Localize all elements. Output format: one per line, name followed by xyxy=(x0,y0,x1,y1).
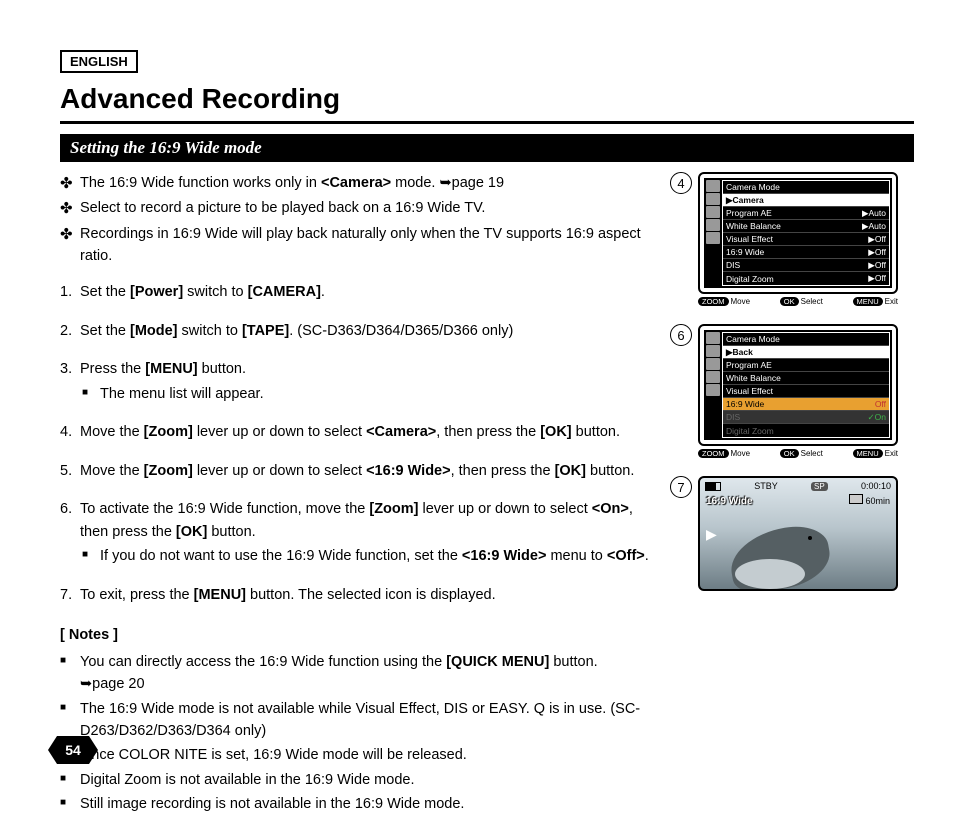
remaining-time: 60min xyxy=(865,496,890,506)
bullet-text: Recordings in 16:9 Wide will play back n… xyxy=(80,223,650,268)
menu-item[interactable]: 16:9 Wide▶Off xyxy=(723,246,889,259)
step-text: To activate the 16:9 Wide function, move… xyxy=(80,498,650,543)
sub-bullet-text: If you do not want to use the 16:9 Wide … xyxy=(100,545,649,567)
screen-panel-4: 4 Camera Mode xyxy=(670,172,910,306)
step-text: Move the [Zoom] lever up or down to sele… xyxy=(80,460,650,482)
intro-bullets: ✤ The 16:9 Wide function works only in <… xyxy=(60,172,650,267)
sp-badge: SP xyxy=(811,482,828,491)
menu-item[interactable]: Program AE▶Auto xyxy=(723,207,889,220)
menu-item[interactable]: Program AE xyxy=(723,359,889,372)
settings-icon xyxy=(706,384,720,396)
note-bullet-symbol: ■ xyxy=(60,698,80,743)
preview-screen-illustration: STBY SP 0:00:10 60min 16:9 Wide ▶ xyxy=(698,476,898,591)
circle-number-icon: 4 xyxy=(670,172,692,194)
screen-illustrations-column: 4 Camera Mode xyxy=(670,172,910,818)
step-text: Move the [Zoom] lever up or down to sele… xyxy=(80,421,650,443)
stby-label: STBY xyxy=(754,481,778,491)
step-number: 7. xyxy=(60,584,80,606)
time-counter: 0:00:10 xyxy=(861,481,891,491)
camera-icon xyxy=(706,332,720,344)
screen-panel-7: 7 STBY SP 0:00:10 60min 16:9 Wide ▶ xyxy=(670,476,910,591)
ok-pill: OK xyxy=(780,297,799,306)
note-text: Once COLOR NITE is set, 16:9 Wide mode w… xyxy=(80,744,650,766)
dolphin-image xyxy=(720,514,840,589)
notes-header: [ Notes ] xyxy=(60,624,650,646)
memory-icon xyxy=(706,206,720,218)
av-icon xyxy=(706,371,720,383)
notes-list: ■You can directly access the 16:9 Wide f… xyxy=(60,651,650,816)
step-text: Press the [MENU] button. xyxy=(80,358,650,380)
circle-number-icon: 7 xyxy=(670,476,692,498)
bullet-text: Select to record a picture to be played … xyxy=(80,197,650,220)
menu-list: Camera Mode ▶Camera Program AE▶Auto Whit… xyxy=(722,180,890,286)
battery-icon xyxy=(705,482,721,491)
menu-back[interactable]: ▶Back xyxy=(723,346,889,359)
body-text-column: ✤ The 16:9 Wide function works only in <… xyxy=(60,172,650,818)
memory-icon xyxy=(706,358,720,370)
step-number: 4. xyxy=(60,421,80,443)
note-text: The 16:9 Wide mode is not available whil… xyxy=(80,698,650,743)
bullet-symbol: ✤ xyxy=(60,197,80,220)
circle-number-icon: 6 xyxy=(670,324,692,346)
camera-icon xyxy=(706,180,720,192)
lcd-screen-illustration: Camera Mode ▶Camera Program AE▶Auto Whit… xyxy=(698,172,898,294)
step-number: 5. xyxy=(60,460,80,482)
step-text: Set the [Power] switch to [CAMERA]. xyxy=(80,281,650,303)
menu-title: Camera Mode xyxy=(723,181,889,194)
page-title: Advanced Recording xyxy=(60,79,914,124)
note-bullet-symbol: ■ xyxy=(60,793,80,815)
menu-item-selected[interactable]: 16:9 WideOff xyxy=(723,398,889,411)
note-text: Digital Zoom is not available in the 16:… xyxy=(80,769,650,791)
screen-footer-hints: ZOOM Move OK Select MENU Exit xyxy=(698,297,898,306)
menu-item[interactable]: Digital Zoom▶Off xyxy=(723,272,889,285)
zoom-pill: ZOOM xyxy=(698,297,729,306)
tape-icon xyxy=(706,193,720,205)
page-number-badge: 54 xyxy=(48,736,98,764)
language-badge: ENGLISH xyxy=(60,50,138,73)
step-number: 1. xyxy=(60,281,80,303)
bullet-symbol: ✤ xyxy=(60,172,80,195)
menu-item[interactable]: Visual Effect xyxy=(723,385,889,398)
menu-item[interactable]: Visual Effect▶Off xyxy=(723,233,889,246)
menu-item[interactable]: DIS✓On xyxy=(723,411,889,424)
steps-list: 1.Set the [Power] switch to [CAMERA]. 2.… xyxy=(60,281,650,606)
menu-item[interactable]: White Balance xyxy=(723,372,889,385)
bullet-symbol: ✤ xyxy=(60,223,80,268)
zoom-pill: ZOOM xyxy=(698,449,729,458)
menu-pill: MENU xyxy=(853,297,883,306)
av-icon xyxy=(706,219,720,231)
menu-category[interactable]: ▶Camera xyxy=(723,194,889,207)
menu-list: Camera Mode ▶Back Program AE White Balan… xyxy=(722,332,890,438)
menu-pill: MENU xyxy=(853,449,883,458)
settings-icon xyxy=(706,232,720,244)
tape-icon xyxy=(849,494,863,504)
bullet-text: The 16:9 Wide function works only in <Ca… xyxy=(80,172,650,195)
play-indicator-icon: ▶ xyxy=(706,526,717,543)
screen-panel-6: 6 xyxy=(670,324,910,458)
step-number: 2. xyxy=(60,320,80,342)
wide-mode-indicator: 16:9 Wide xyxy=(706,496,753,507)
menu-title: Camera Mode xyxy=(723,333,889,346)
menu-item: Digital Zoom xyxy=(723,424,889,437)
step-number: 6. xyxy=(60,498,80,543)
step-number: 3. xyxy=(60,358,80,380)
tape-icon xyxy=(706,345,720,357)
note-bullet-symbol: ■ xyxy=(60,769,80,791)
section-header: Setting the 16:9 Wide mode xyxy=(60,134,914,162)
note-bullet-symbol: ■ xyxy=(60,651,80,696)
screen-footer-hints: ZOOM Move OK Select MENU Exit xyxy=(698,449,898,458)
sub-bullet-text: The menu list will appear. xyxy=(100,383,264,405)
menu-item[interactable]: White Balance▶Auto xyxy=(723,220,889,233)
note-text: You can directly access the 16:9 Wide fu… xyxy=(80,651,650,696)
ok-pill: OK xyxy=(780,449,799,458)
lcd-screen-illustration: Camera Mode ▶Back Program AE White Balan… xyxy=(698,324,898,446)
note-text: Still image recording is not available i… xyxy=(80,793,650,815)
sub-bullet-symbol: ■ xyxy=(82,545,100,567)
step-text: To exit, press the [MENU] button. The se… xyxy=(80,584,650,606)
menu-item[interactable]: DIS▶Off xyxy=(723,259,889,272)
step-text: Set the [Mode] switch to [TAPE]. (SC-D36… xyxy=(80,320,650,342)
sub-bullet-symbol: ■ xyxy=(82,383,100,405)
